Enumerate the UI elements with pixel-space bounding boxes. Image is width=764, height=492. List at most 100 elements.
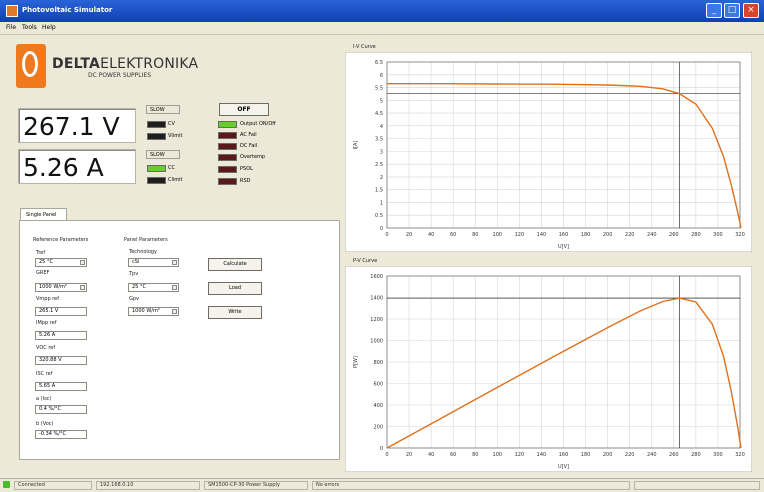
- iv-x-tick-label: 80: [472, 232, 478, 238]
- menu-help[interactable]: Help: [42, 24, 56, 31]
- menu-tools[interactable]: Tools: [22, 24, 37, 31]
- pv-x-tick-label: 40: [428, 452, 434, 458]
- output-led: [218, 121, 237, 128]
- single-panel-form: [19, 220, 340, 460]
- vmpp-input[interactable]: 265.1 V: [35, 307, 87, 316]
- iv-y-tick-label: 5: [380, 98, 383, 104]
- tref-input[interactable]: 25 °C: [35, 258, 87, 267]
- dc-fail-led: [218, 143, 237, 150]
- gref-label: GREF: [36, 270, 50, 276]
- iv-y-tick-label: 3: [380, 149, 383, 155]
- pv-x-tick-label: 20: [406, 452, 412, 458]
- pv-plot-area: [386, 275, 741, 449]
- iv-x-tick-label: 200: [603, 232, 613, 238]
- iv-plot-area: [386, 61, 741, 229]
- climit-led: [147, 177, 166, 184]
- iv-x-tick-label: 0: [385, 232, 388, 238]
- cc-label: CC: [168, 165, 175, 171]
- isc-input[interactable]: 5.65 A: [35, 382, 87, 391]
- iv-x-tick-label: 120: [515, 232, 525, 238]
- pv-y-tick-label: 800: [373, 360, 383, 366]
- gref-input[interactable]: 1000 W/m²: [35, 283, 87, 292]
- iv-x-tick-label: 140: [537, 232, 547, 238]
- impp-input[interactable]: 5.26 A: [35, 331, 87, 340]
- b-voc-input[interactable]: -0.34 %/°C: [35, 430, 87, 439]
- pv-x-tick-label: 260: [669, 452, 679, 458]
- brand-tagline: DC POWER SUPPLIES: [88, 72, 152, 79]
- voltage-readout: 267.1 V: [18, 108, 136, 143]
- iv-y-tick-label: 6: [380, 73, 383, 79]
- iv-chart: 0 20 40 60 80 100 120 140 160 180 200 220 240 260 280 3…: [345, 52, 752, 252]
- pv-y-tick-label: 1400: [370, 296, 383, 302]
- title-bar: Photovoltaic Simulator _ □ ×: [0, 0, 764, 22]
- output-off-button[interactable]: OFF: [219, 103, 269, 116]
- status-address: 192.168.0.10: [96, 481, 200, 490]
- iv-x-tick-label: 60: [450, 232, 456, 238]
- slow-cv-label: SLOW: [146, 105, 180, 114]
- minimize-icon[interactable]: _: [706, 3, 722, 18]
- output-label: Output ON/Off: [240, 121, 276, 127]
- tref-spinner-icon[interactable]: [80, 260, 85, 265]
- iv-x-tick-label: 180: [581, 232, 591, 238]
- dc-fail-label: DC Fail: [240, 143, 258, 149]
- technology-dropdown-icon[interactable]: [172, 260, 177, 265]
- close-icon[interactable]: ×: [743, 3, 759, 18]
- pv-x-tick-label: 300: [713, 452, 723, 458]
- tpv-spinner-icon[interactable]: [172, 285, 177, 290]
- a-isc-input[interactable]: 0.4 %/°C: [35, 405, 87, 414]
- technology-select[interactable]: cSi: [128, 258, 179, 267]
- tpv-label: Tpv: [129, 271, 139, 277]
- pv-y-tick-label: 0: [380, 446, 383, 452]
- pv-x-tick-label: 80: [472, 452, 478, 458]
- gpv-input[interactable]: 1000 W/m²: [128, 307, 179, 316]
- iv-x-tick-label: 280: [691, 232, 701, 238]
- gpv-spinner-icon[interactable]: [172, 309, 177, 314]
- status-message: No errors: [312, 481, 630, 490]
- iv-x-tick-label: 300: [713, 232, 723, 238]
- ac-fail-led: [218, 132, 237, 139]
- iv-x-tick-label: 100: [493, 232, 503, 238]
- iv-x-axis-label: U[V]: [558, 244, 569, 250]
- write-button[interactable]: Write: [208, 306, 262, 319]
- pv-x-tick-label: 280: [691, 452, 701, 458]
- tab-single-panel[interactable]: Single Panel: [20, 208, 67, 221]
- status-device: SM1500-CP-30 Power Supply: [204, 481, 308, 490]
- gref-spinner-icon[interactable]: [80, 285, 85, 290]
- voc-input[interactable]: 320.88 V: [35, 356, 87, 365]
- load-button[interactable]: Load: [208, 282, 262, 295]
- status-state: Connected: [14, 481, 92, 490]
- iv-x-tick-label: 260: [669, 232, 679, 238]
- iv-y-tick-label: 0.5: [375, 213, 383, 219]
- pv-y-axis-label: P[W]: [353, 356, 359, 368]
- psol-led: [218, 166, 237, 173]
- ac-fail-label: AC Fail: [240, 132, 257, 138]
- status-extra: [634, 481, 760, 490]
- pv-y-tick-label: 1000: [370, 339, 383, 345]
- calculate-button[interactable]: Calculate: [208, 258, 262, 271]
- vlimit-label: Vlimit: [168, 133, 183, 139]
- pv-curve-line: [386, 297, 742, 449]
- iv-y-tick-label: 2.5: [375, 162, 383, 168]
- pv-chart: 0 20 40 60 80 100 120 140 160 180 200 220 240 260 280 3…: [345, 266, 752, 472]
- app-icon: [6, 5, 18, 17]
- maximize-icon[interactable]: □: [724, 3, 740, 18]
- menu-file[interactable]: File: [6, 24, 17, 31]
- iv-chart-title: I-V Curve: [353, 44, 376, 50]
- isc-label: ISC ref: [36, 371, 53, 377]
- pv-y-tick-label: 600: [373, 382, 383, 388]
- iv-y-tick-label: 3.5: [375, 137, 383, 143]
- iv-x-tick-label: 220: [625, 232, 635, 238]
- pv-x-tick-label: 240: [647, 452, 657, 458]
- b-voc-label: b (Voc): [36, 421, 54, 427]
- pv-x-tick-label: 200: [603, 452, 613, 458]
- cc-led: [147, 165, 166, 172]
- voc-label: VOC ref: [36, 345, 56, 351]
- iv-y-tick-label: 4.5: [375, 111, 383, 117]
- iv-y-tick-label: 5.5: [375, 86, 383, 92]
- cv-led: [147, 121, 166, 128]
- pv-x-tick-label: 100: [493, 452, 503, 458]
- slow-cc-label: SLOW: [146, 150, 180, 159]
- tpv-input[interactable]: 25 °C: [128, 283, 179, 292]
- pv-x-tick-label: 160: [559, 452, 569, 458]
- pv-x-tick-label: 320: [735, 452, 745, 458]
